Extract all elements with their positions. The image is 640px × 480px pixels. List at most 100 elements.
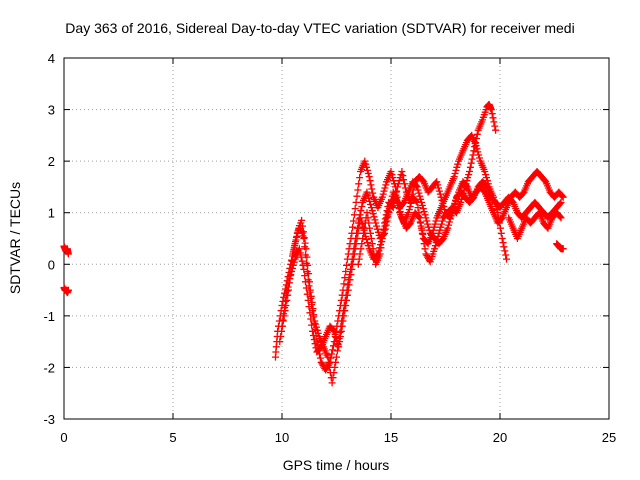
data-point bbox=[277, 333, 285, 340]
data-point bbox=[500, 243, 508, 251]
data-point bbox=[64, 286, 72, 294]
data-point bbox=[431, 220, 439, 228]
series-track bbox=[278, 178, 565, 356]
data-point bbox=[380, 225, 388, 233]
data-point bbox=[340, 280, 348, 288]
data-point bbox=[363, 236, 371, 243]
data-point bbox=[350, 217, 357, 225]
data-point bbox=[283, 287, 291, 295]
y-tick-label: -1 bbox=[43, 309, 55, 324]
data-point bbox=[418, 198, 425, 206]
data-point bbox=[300, 265, 308, 273]
data-point bbox=[282, 297, 289, 305]
data-point bbox=[307, 315, 315, 323]
data-point bbox=[371, 216, 379, 224]
data-point bbox=[453, 194, 461, 202]
data-point bbox=[308, 321, 316, 329]
data-point bbox=[377, 244, 385, 252]
data-point bbox=[419, 230, 427, 238]
data-point bbox=[435, 187, 443, 195]
data-point bbox=[301, 272, 309, 280]
data-point bbox=[366, 197, 374, 205]
data-point bbox=[392, 191, 400, 199]
data-point bbox=[450, 173, 458, 181]
data-point bbox=[475, 151, 483, 159]
data-point bbox=[409, 186, 417, 194]
data-point bbox=[418, 202, 426, 209]
data-point bbox=[338, 322, 346, 330]
data-point bbox=[324, 353, 332, 361]
data-point bbox=[483, 174, 490, 182]
data-point bbox=[431, 245, 439, 253]
data-point bbox=[354, 186, 362, 194]
x-tick-label: 20 bbox=[493, 430, 507, 445]
data-point bbox=[332, 334, 340, 341]
data-point bbox=[415, 213, 422, 221]
data-point bbox=[288, 268, 296, 275]
data-point bbox=[387, 168, 395, 175]
data-point bbox=[417, 195, 425, 203]
data-point bbox=[465, 171, 473, 179]
data-point bbox=[292, 238, 299, 246]
data-point bbox=[340, 312, 348, 320]
data-point bbox=[416, 192, 424, 200]
data-point bbox=[432, 217, 440, 225]
series-track bbox=[60, 242, 72, 258]
data-point bbox=[454, 191, 462, 199]
data-point bbox=[363, 163, 371, 171]
data-point bbox=[405, 206, 413, 214]
data-point bbox=[376, 250, 384, 258]
data-point bbox=[410, 182, 418, 190]
data-point bbox=[368, 240, 376, 248]
data-point bbox=[329, 374, 337, 382]
data-point bbox=[327, 354, 335, 362]
data-point bbox=[404, 209, 412, 217]
data-point bbox=[357, 207, 365, 215]
data-point bbox=[435, 229, 443, 237]
data-point bbox=[490, 118, 498, 126]
data-point bbox=[378, 193, 386, 201]
series-track bbox=[276, 131, 510, 387]
data-point bbox=[357, 245, 365, 253]
data-point bbox=[355, 255, 363, 263]
data-point bbox=[359, 223, 367, 231]
data-point bbox=[311, 317, 319, 325]
data-point bbox=[380, 187, 388, 195]
data-point bbox=[331, 363, 339, 371]
y-tick-label: 1 bbox=[48, 206, 55, 221]
data-point bbox=[289, 250, 297, 258]
gridlines bbox=[64, 58, 609, 419]
data-point bbox=[331, 330, 339, 338]
data-point bbox=[445, 221, 453, 229]
data-point bbox=[284, 283, 292, 291]
data-point bbox=[369, 210, 377, 218]
data-point bbox=[333, 353, 340, 361]
data-point bbox=[497, 229, 505, 237]
data-point bbox=[285, 279, 293, 287]
data-point bbox=[301, 239, 309, 247]
data-point bbox=[359, 235, 367, 242]
data-point bbox=[302, 278, 309, 286]
data-point bbox=[473, 130, 481, 138]
data-point bbox=[358, 220, 366, 228]
data-point bbox=[466, 168, 473, 175]
axis-ticks: 0 5 10 15 20 25 -3 -2 -1 0 1 2 3 4 bbox=[43, 51, 616, 445]
data-point bbox=[408, 190, 416, 198]
series-track bbox=[553, 240, 567, 253]
data-point bbox=[364, 166, 371, 174]
data-point bbox=[398, 168, 406, 175]
data-point bbox=[337, 327, 345, 335]
y-tick-label: -3 bbox=[43, 412, 55, 427]
data-point bbox=[489, 114, 497, 122]
data-point bbox=[379, 190, 387, 198]
data-point bbox=[468, 155, 476, 163]
data-point bbox=[306, 309, 314, 317]
data-point bbox=[399, 172, 407, 180]
data-point bbox=[452, 166, 460, 174]
data-point bbox=[503, 255, 510, 263]
data-point bbox=[330, 327, 338, 335]
data-point bbox=[304, 296, 312, 304]
data-point bbox=[501, 247, 509, 255]
data-point bbox=[329, 346, 337, 354]
